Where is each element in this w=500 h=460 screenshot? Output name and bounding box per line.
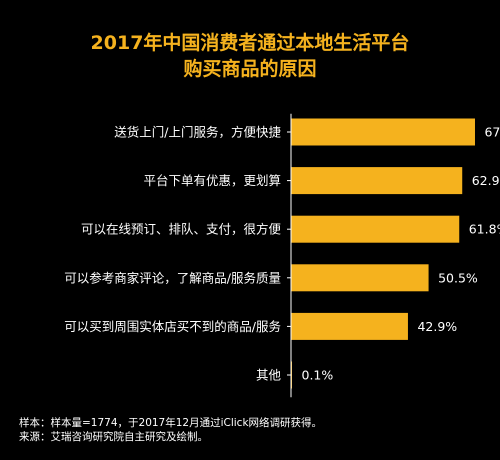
bar bbox=[291, 167, 463, 195]
bar bbox=[291, 312, 408, 340]
category-label: 平台下单有优惠，更划算 bbox=[143, 173, 281, 188]
category-label: 可以买到周围实体店买不到的商品/服务 bbox=[64, 319, 281, 334]
value-label: 50.5% bbox=[438, 270, 478, 285]
category-label: 其他 bbox=[256, 368, 282, 383]
category-label: 可以参考商家评论，了解商品/服务质量 bbox=[64, 270, 281, 285]
bar bbox=[291, 361, 292, 389]
value-label: 42.9% bbox=[417, 319, 457, 334]
bar bbox=[291, 118, 475, 146]
chart-title-line1: 2017年中国消费者通过本地生活平台 bbox=[90, 32, 410, 54]
sample-note: 样本：样本量=1774，于2017年12月通过iClick网络调研获得。 bbox=[19, 417, 323, 429]
source-note: 来源：艾瑞咨询研究院自主研究及绘制。 bbox=[19, 431, 208, 443]
category-label: 送货上门/上门服务，方便快捷 bbox=[114, 125, 281, 140]
bar bbox=[291, 215, 460, 243]
value-label: 62.9% bbox=[472, 173, 500, 188]
chart-title: 2017年中国消费者通过本地生活平台 购买商品的原因 bbox=[0, 30, 500, 82]
chart-title-line2: 购买商品的原因 bbox=[183, 58, 317, 80]
category-label: 可以在线预订、排队、支付，很方便 bbox=[81, 222, 282, 237]
bar bbox=[291, 264, 429, 292]
value-label: 0.1% bbox=[302, 368, 334, 383]
value-label: 61.8% bbox=[469, 222, 500, 237]
chart-notes: 样本：样本量=1774，于2017年12月通过iClick网络调研获得。 来源：… bbox=[19, 416, 489, 444]
value-label: 67.6% bbox=[484, 125, 500, 140]
